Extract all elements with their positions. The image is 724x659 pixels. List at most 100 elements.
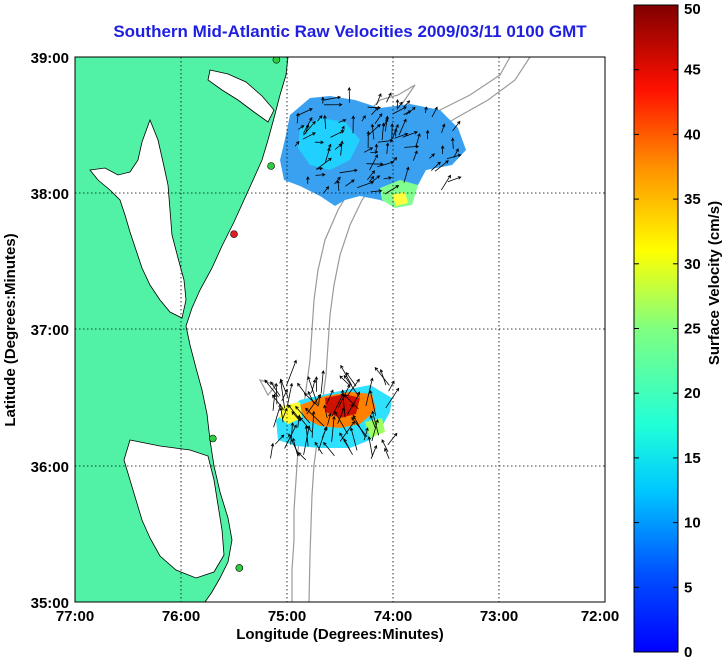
velocity-arrow [367, 124, 381, 137]
velocity-arrow [311, 378, 317, 394]
velocity-arrow [415, 133, 421, 147]
velocity-arrow [394, 132, 409, 139]
velocity-arrow [383, 176, 393, 180]
velocity-arrow [425, 129, 430, 140]
velocity-arrow [345, 372, 357, 387]
velocity-arrow [302, 132, 316, 140]
velocity-arrow [326, 389, 334, 404]
velocity-arrow [323, 441, 335, 456]
y-axis-title: Latitude (Degrees:Minutes) [2, 233, 19, 426]
velocity-arrow [357, 181, 375, 188]
station-marker [272, 57, 281, 64]
colorbar-title: Surface Velocity (cm/s) [706, 201, 723, 365]
velocity-arrow [264, 379, 279, 398]
velocity-arrow [307, 376, 318, 404]
velocity-arrow [284, 424, 297, 449]
velocity-arrow [272, 393, 277, 411]
velocity-arrow [398, 118, 407, 136]
velocity-arrow [352, 414, 366, 438]
plot-frame [74, 56, 606, 603]
x-tick-label: 72:00 [581, 608, 619, 625]
x-tick-label: 77:00 [56, 608, 94, 625]
velocity-arrow [387, 432, 398, 446]
velocity-arrow [374, 113, 383, 125]
colorbar-tick-label: 0 [684, 644, 692, 659]
velocity-arrow [340, 364, 352, 386]
velocity-arrow [369, 389, 377, 417]
velocity-arrow [270, 381, 281, 397]
velocity-arrow [297, 452, 307, 461]
velocity-arrow [270, 442, 275, 459]
velocity-arrow [377, 139, 394, 143]
velocity-arrow [334, 176, 341, 185]
velocity-arrow [286, 382, 294, 408]
velocity-arrow [279, 407, 284, 423]
velocity-arrow [314, 441, 323, 455]
velocity-arrow [376, 93, 382, 106]
velocity-arrow [366, 162, 384, 166]
velocity-arrow [345, 179, 355, 187]
velocity-arrow [297, 125, 305, 130]
velocity-arrow [307, 390, 315, 404]
velocity-arrow [322, 186, 330, 194]
x-tick-label: 74:00 [374, 608, 412, 625]
station-marker [267, 162, 275, 170]
velocity-arrow [288, 433, 300, 457]
velocity-arrow [338, 119, 347, 123]
velocity-arrow [397, 101, 403, 109]
velocity-arrow [388, 380, 395, 392]
velocity-arrow [371, 410, 380, 436]
velocity-arrow [336, 179, 340, 191]
colorbar-tick-label: 5 [684, 579, 692, 596]
velocity-arrow [317, 115, 323, 122]
velocity-arrow [370, 444, 378, 459]
velocity-arrow [368, 175, 375, 183]
velocity-arrow [297, 382, 307, 395]
x-tick-label: 76:00 [162, 608, 200, 625]
velocity-arrow [292, 437, 299, 457]
velocity-arrow [316, 157, 332, 170]
x-tick-label: 73:00 [480, 608, 518, 625]
velocity-arrow [303, 392, 319, 407]
velocity-arrows-north [294, 86, 462, 195]
velocity-arrow [451, 137, 455, 149]
velocity-arrow [324, 102, 343, 107]
velocity-arrow [331, 392, 344, 417]
velocity-arrow [366, 130, 371, 149]
velocity-field-north [280, 96, 466, 208]
velocity-arrow [327, 412, 332, 426]
colorbar-tick-label: 45 [684, 62, 701, 79]
velocity-arrow [412, 150, 418, 161]
grid-lines [75, 57, 605, 602]
velocity-arrow [314, 140, 325, 145]
chesapeake-bay [89, 118, 187, 319]
velocity-arrow [431, 161, 441, 171]
velocity-arrow [324, 147, 331, 163]
velocity-arrow [351, 115, 356, 134]
velocity-arrow [370, 123, 375, 140]
velocity-arrow [370, 189, 383, 193]
velocity-arrow [314, 376, 319, 392]
pamlico-sound [123, 439, 225, 579]
velocity-arrow [334, 143, 343, 150]
velocity-arrow [339, 168, 358, 174]
velocity-arrow [275, 434, 285, 445]
velocity-arrow [447, 176, 462, 183]
velocity-arrow [323, 404, 328, 419]
colorbar [633, 4, 679, 653]
velocity-arrow [367, 436, 373, 457]
velocity-arrow [371, 107, 379, 116]
velocity-arrow [298, 108, 313, 116]
velocity-arrow [374, 366, 390, 386]
velocity-arrow [367, 170, 376, 180]
velocity-arrows-south [264, 359, 400, 461]
velocity-arrow [294, 140, 300, 147]
velocity-arrow [311, 410, 316, 438]
velocity-arrow [363, 427, 369, 441]
velocity-arrow [303, 425, 311, 455]
velocity-arrow [440, 145, 445, 155]
velocity-arrow [285, 359, 297, 387]
velocity-arrow [315, 173, 326, 177]
velocity-arrow [295, 405, 311, 424]
velocity-arrow [340, 140, 344, 156]
